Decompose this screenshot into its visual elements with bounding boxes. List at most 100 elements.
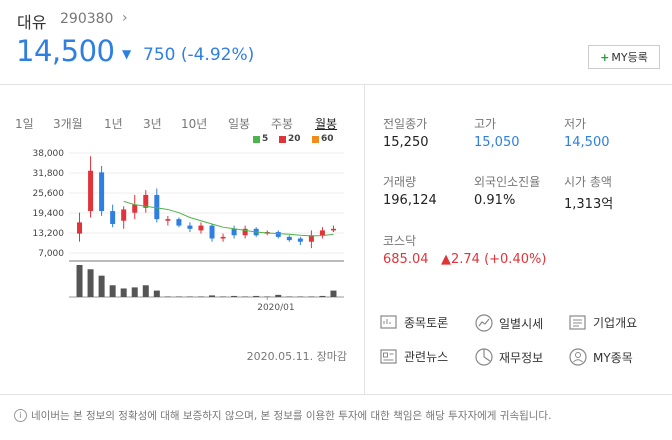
- current-price: 14,500: [16, 34, 115, 68]
- candle-body: [88, 170, 94, 212]
- volume-bar: [109, 285, 116, 297]
- volume-bar: [242, 296, 249, 297]
- volume-bar: [186, 296, 193, 297]
- link-company-info[interactable]: 기업개요: [569, 314, 637, 331]
- candle-body: [209, 225, 215, 239]
- stock-name: 대유: [17, 13, 47, 32]
- legend-ma5: 5: [253, 134, 268, 144]
- market-cap-label: 시가 총액: [564, 175, 612, 189]
- info-icon: i: [14, 409, 27, 422]
- volume-bar: [209, 295, 216, 297]
- legend-swatch-red: [279, 135, 286, 143]
- volume-bar: [142, 285, 149, 297]
- volume-bar: [197, 296, 204, 297]
- link-daily-price[interactable]: 일별시세: [475, 314, 543, 332]
- y-tick-label: 19,400: [33, 209, 65, 219]
- tab-daily[interactable]: 일봉: [228, 117, 251, 131]
- foreign-rate-label: 외국인소진율: [474, 175, 541, 189]
- news-icon: [380, 348, 397, 364]
- my-register-label: MY등록: [611, 51, 648, 64]
- user-icon: [569, 348, 587, 366]
- candle-body: [154, 194, 160, 220]
- volume-bar: [231, 295, 238, 297]
- legend-swatch-green: [253, 135, 260, 143]
- low-value: 14,500: [564, 135, 610, 150]
- volume-label: 거래량: [383, 175, 417, 189]
- candle-body: [330, 228, 336, 231]
- candle-body: [176, 219, 182, 226]
- legend-ma20: 20: [279, 134, 301, 144]
- tab-10year[interactable]: 10년: [181, 117, 208, 131]
- volume-value: 196,124: [383, 193, 437, 208]
- volume-bar: [308, 296, 315, 297]
- tab-monthly[interactable]: 월봉: [315, 117, 338, 131]
- company-info-icon: [569, 314, 586, 330]
- x-axis-label: 2020/01: [257, 303, 294, 313]
- volume-bar: [164, 296, 171, 297]
- price-change: 750 (-4.92%): [143, 45, 255, 65]
- volume-bar: [220, 296, 227, 297]
- candle-body: [121, 209, 127, 221]
- down-triangle-icon: ▼: [122, 47, 132, 61]
- link-news[interactable]: 관련뉴스: [380, 348, 448, 365]
- volume-bar: [120, 288, 127, 297]
- candle-body: [231, 228, 237, 236]
- link-discussion[interactable]: 종목토론: [380, 314, 448, 331]
- prev-close-label: 전일종가: [383, 117, 428, 131]
- volume-bar: [131, 287, 138, 297]
- tab-3year[interactable]: 3년: [143, 117, 162, 131]
- candle-body: [319, 230, 325, 236]
- candle-body: [187, 225, 193, 229]
- chevron-right-icon[interactable]: ›: [122, 10, 128, 26]
- tab-1day[interactable]: 1일: [15, 117, 34, 131]
- y-tick-label: 31,800: [33, 169, 65, 179]
- candle-body: [99, 172, 105, 212]
- volume-bar: [175, 296, 182, 297]
- volume-bar: [330, 290, 337, 297]
- panel-divider: [364, 84, 365, 394]
- candle-body: [198, 225, 204, 231]
- candle-body: [143, 194, 149, 208]
- tab-weekly[interactable]: 주봉: [271, 117, 294, 131]
- volume-bar: [253, 295, 260, 297]
- candle-body: [77, 222, 83, 234]
- candle-body: [132, 204, 138, 213]
- candle-body: [220, 236, 226, 239]
- plus-icon: +: [600, 50, 610, 64]
- volume-bar: [264, 296, 271, 297]
- y-tick-label: 25,600: [33, 189, 65, 199]
- volume-bar: [319, 295, 326, 297]
- link-my-stock[interactable]: MY종목: [569, 348, 633, 366]
- low-label: 저가: [564, 117, 587, 131]
- stock-code[interactable]: 290380: [60, 11, 114, 27]
- ma5-line: [123, 200, 334, 237]
- candle-body: [275, 232, 281, 237]
- candle-body: [110, 211, 116, 224]
- index-label[interactable]: 코스닥: [383, 234, 417, 248]
- index-value: 685.04: [383, 252, 429, 267]
- candle-body: [286, 236, 292, 241]
- discussion-icon: [380, 314, 397, 329]
- volume-bar: [153, 290, 160, 297]
- my-register-button[interactable]: + MY등록: [588, 45, 660, 69]
- volume-bar: [87, 269, 94, 297]
- volume-bar: [286, 296, 293, 297]
- candle-body: [308, 235, 314, 242]
- link-financial[interactable]: 재무정보: [475, 348, 543, 366]
- market-cap-value: 1,313억: [564, 197, 614, 212]
- disclaimer-text: 네이버는 본 정보의 정확성에 대해 보증하지 않으며, 본 정보를 이용한 투…: [31, 410, 552, 422]
- volume-bar: [275, 294, 282, 297]
- legend-ma60: 60: [312, 134, 334, 144]
- footer-divider: [0, 394, 672, 395]
- tab-3month[interactable]: 3개월: [53, 117, 83, 131]
- high-label: 고가: [474, 117, 497, 131]
- tab-1year[interactable]: 1년: [104, 117, 123, 131]
- stock-chart[interactable]: 38,000 31,800 25,600 19,400 13,200 7,000 2020…: [14, 145, 346, 320]
- header-divider: [0, 84, 672, 85]
- candle-body: [297, 238, 303, 242]
- disclaimer: i 네이버는 본 정보의 정확성에 대해 보증하지 않으며, 본 정보를 이용한 …: [14, 408, 551, 423]
- volume-bar: [98, 275, 105, 297]
- legend-swatch-orange: [312, 135, 319, 143]
- chart-timestamp: 2020.05.11. 장마감: [246, 350, 347, 363]
- index-change: ▲2.74 (+0.40%): [441, 252, 547, 267]
